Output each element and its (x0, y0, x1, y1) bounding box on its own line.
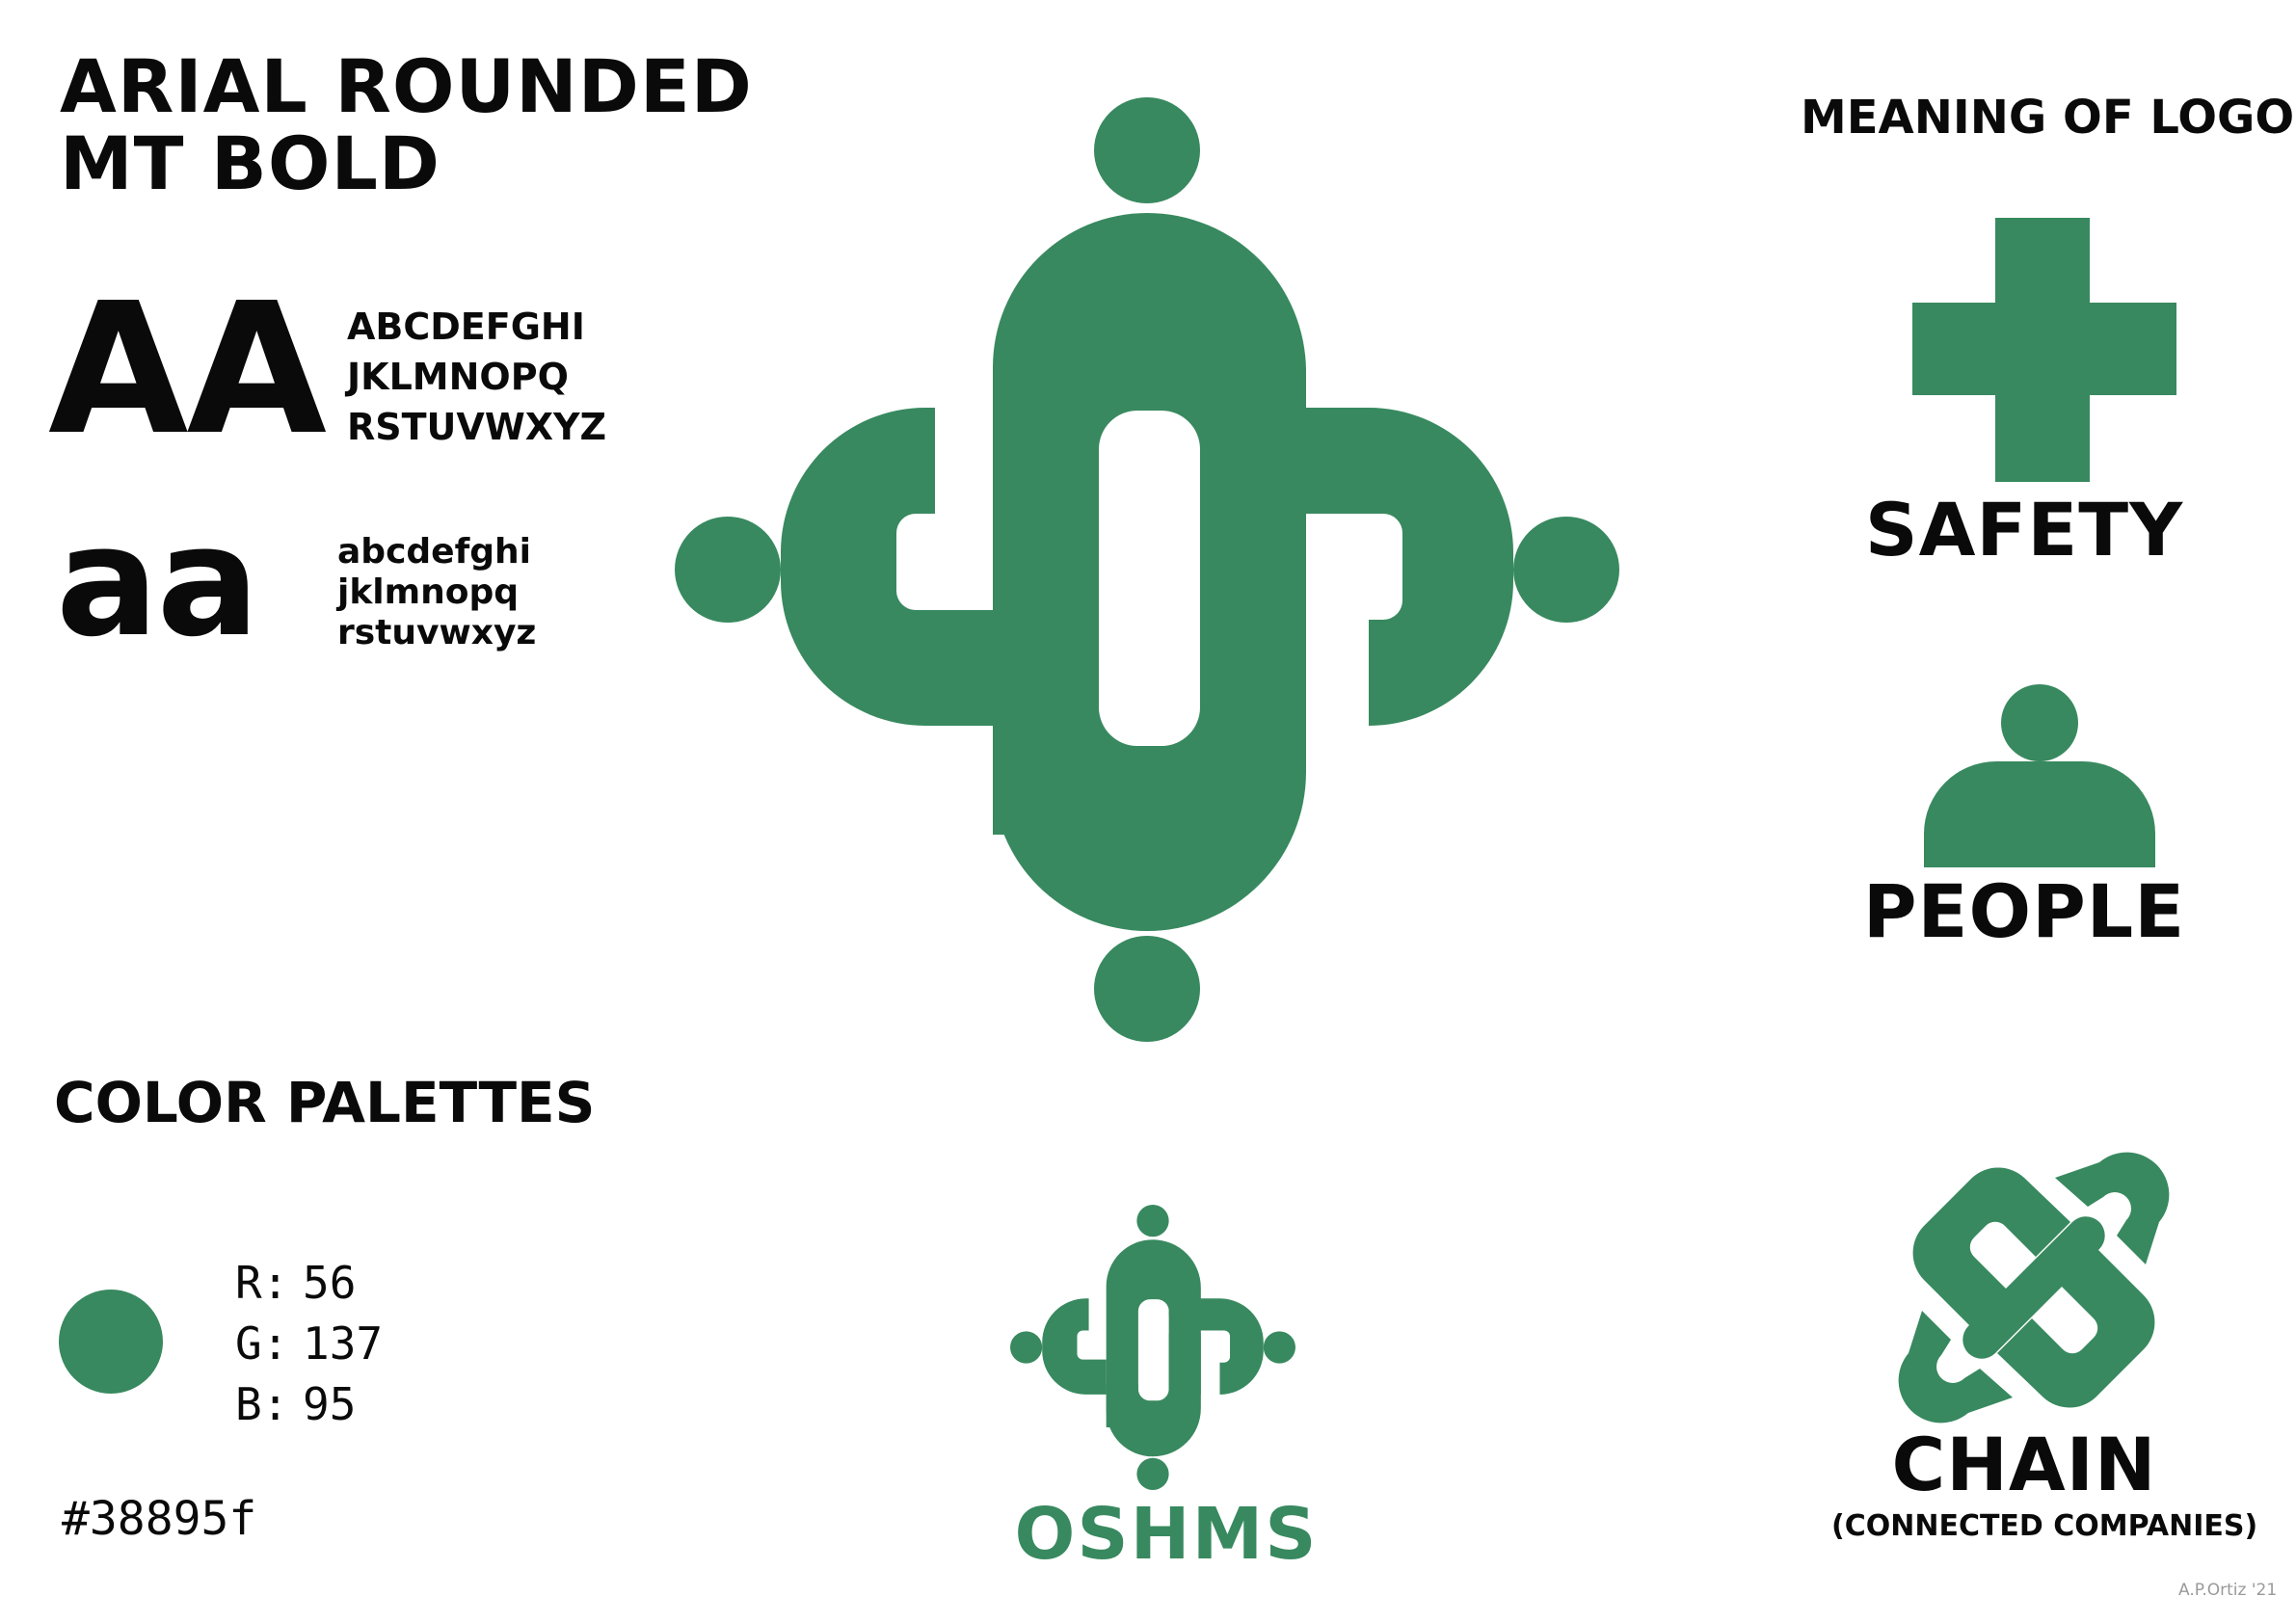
lowercase-alphabet: abcdefghi jklmnopq rstuvwxyz (337, 532, 536, 653)
font-name-heading: ARIAL ROUNDED MT BOLD (60, 48, 753, 202)
safety-label: SAFETY (1864, 487, 2184, 572)
hex-code: #38895f (62, 1492, 257, 1546)
uppercase-line-2: JKLMNOPQ (347, 356, 569, 398)
rgb-row-green: G: 137 (235, 1314, 383, 1374)
blue-label: B: (235, 1378, 289, 1430)
lowercase-line-1: abcdefghi (337, 532, 531, 572)
uppercase-line-3: RSTUVWXYZ (347, 406, 607, 448)
lowercase-sample: aa (56, 493, 259, 671)
chain-sublabel: (CONNECTED COMPANIES) (1831, 1509, 2258, 1543)
oshms-logo-icon (675, 97, 1619, 1042)
chain-icon (1898, 1152, 2170, 1423)
designer-credit: A.P.Ortiz '21 (2178, 1581, 2278, 1600)
rgb-row-red: R: 56 (235, 1253, 383, 1314)
green-label: G: (235, 1317, 289, 1370)
uppercase-alphabet: ABCDEFGHI JKLMNOPQ RSTUVWXYZ (347, 302, 606, 452)
cross-icon (1912, 218, 2176, 482)
rgb-row-blue: B: 95 (235, 1374, 383, 1435)
rgb-values: R: 56 G: 137 B: 95 (235, 1253, 383, 1435)
font-name-line-1: ARIAL ROUNDED (60, 43, 753, 129)
color-palettes-heading: COLOR PALETTES (54, 1070, 596, 1135)
oshms-logo-small-icon (1010, 1205, 1295, 1490)
blue-value: 95 (303, 1378, 357, 1430)
meaning-of-logo-heading: MEANING OF LOGO (1801, 91, 2295, 145)
color-swatch (59, 1290, 163, 1394)
uppercase-line-1: ABCDEFGHI (347, 306, 585, 348)
uppercase-sample: AA (48, 264, 327, 475)
person-icon (1924, 684, 2155, 867)
green-value: 137 (303, 1317, 384, 1370)
lowercase-line-3: rstuvwxyz (337, 613, 537, 652)
lowercase-line-2: jklmnopq (337, 572, 520, 612)
red-value: 56 (303, 1257, 357, 1309)
people-label: PEOPLE (1862, 868, 2186, 954)
oshms-wordmark: OSHMS (1014, 1493, 1319, 1576)
font-name-line-2: MT BOLD (60, 120, 441, 206)
chain-label: CHAIN (1891, 1422, 2157, 1507)
red-label: R: (235, 1257, 289, 1309)
